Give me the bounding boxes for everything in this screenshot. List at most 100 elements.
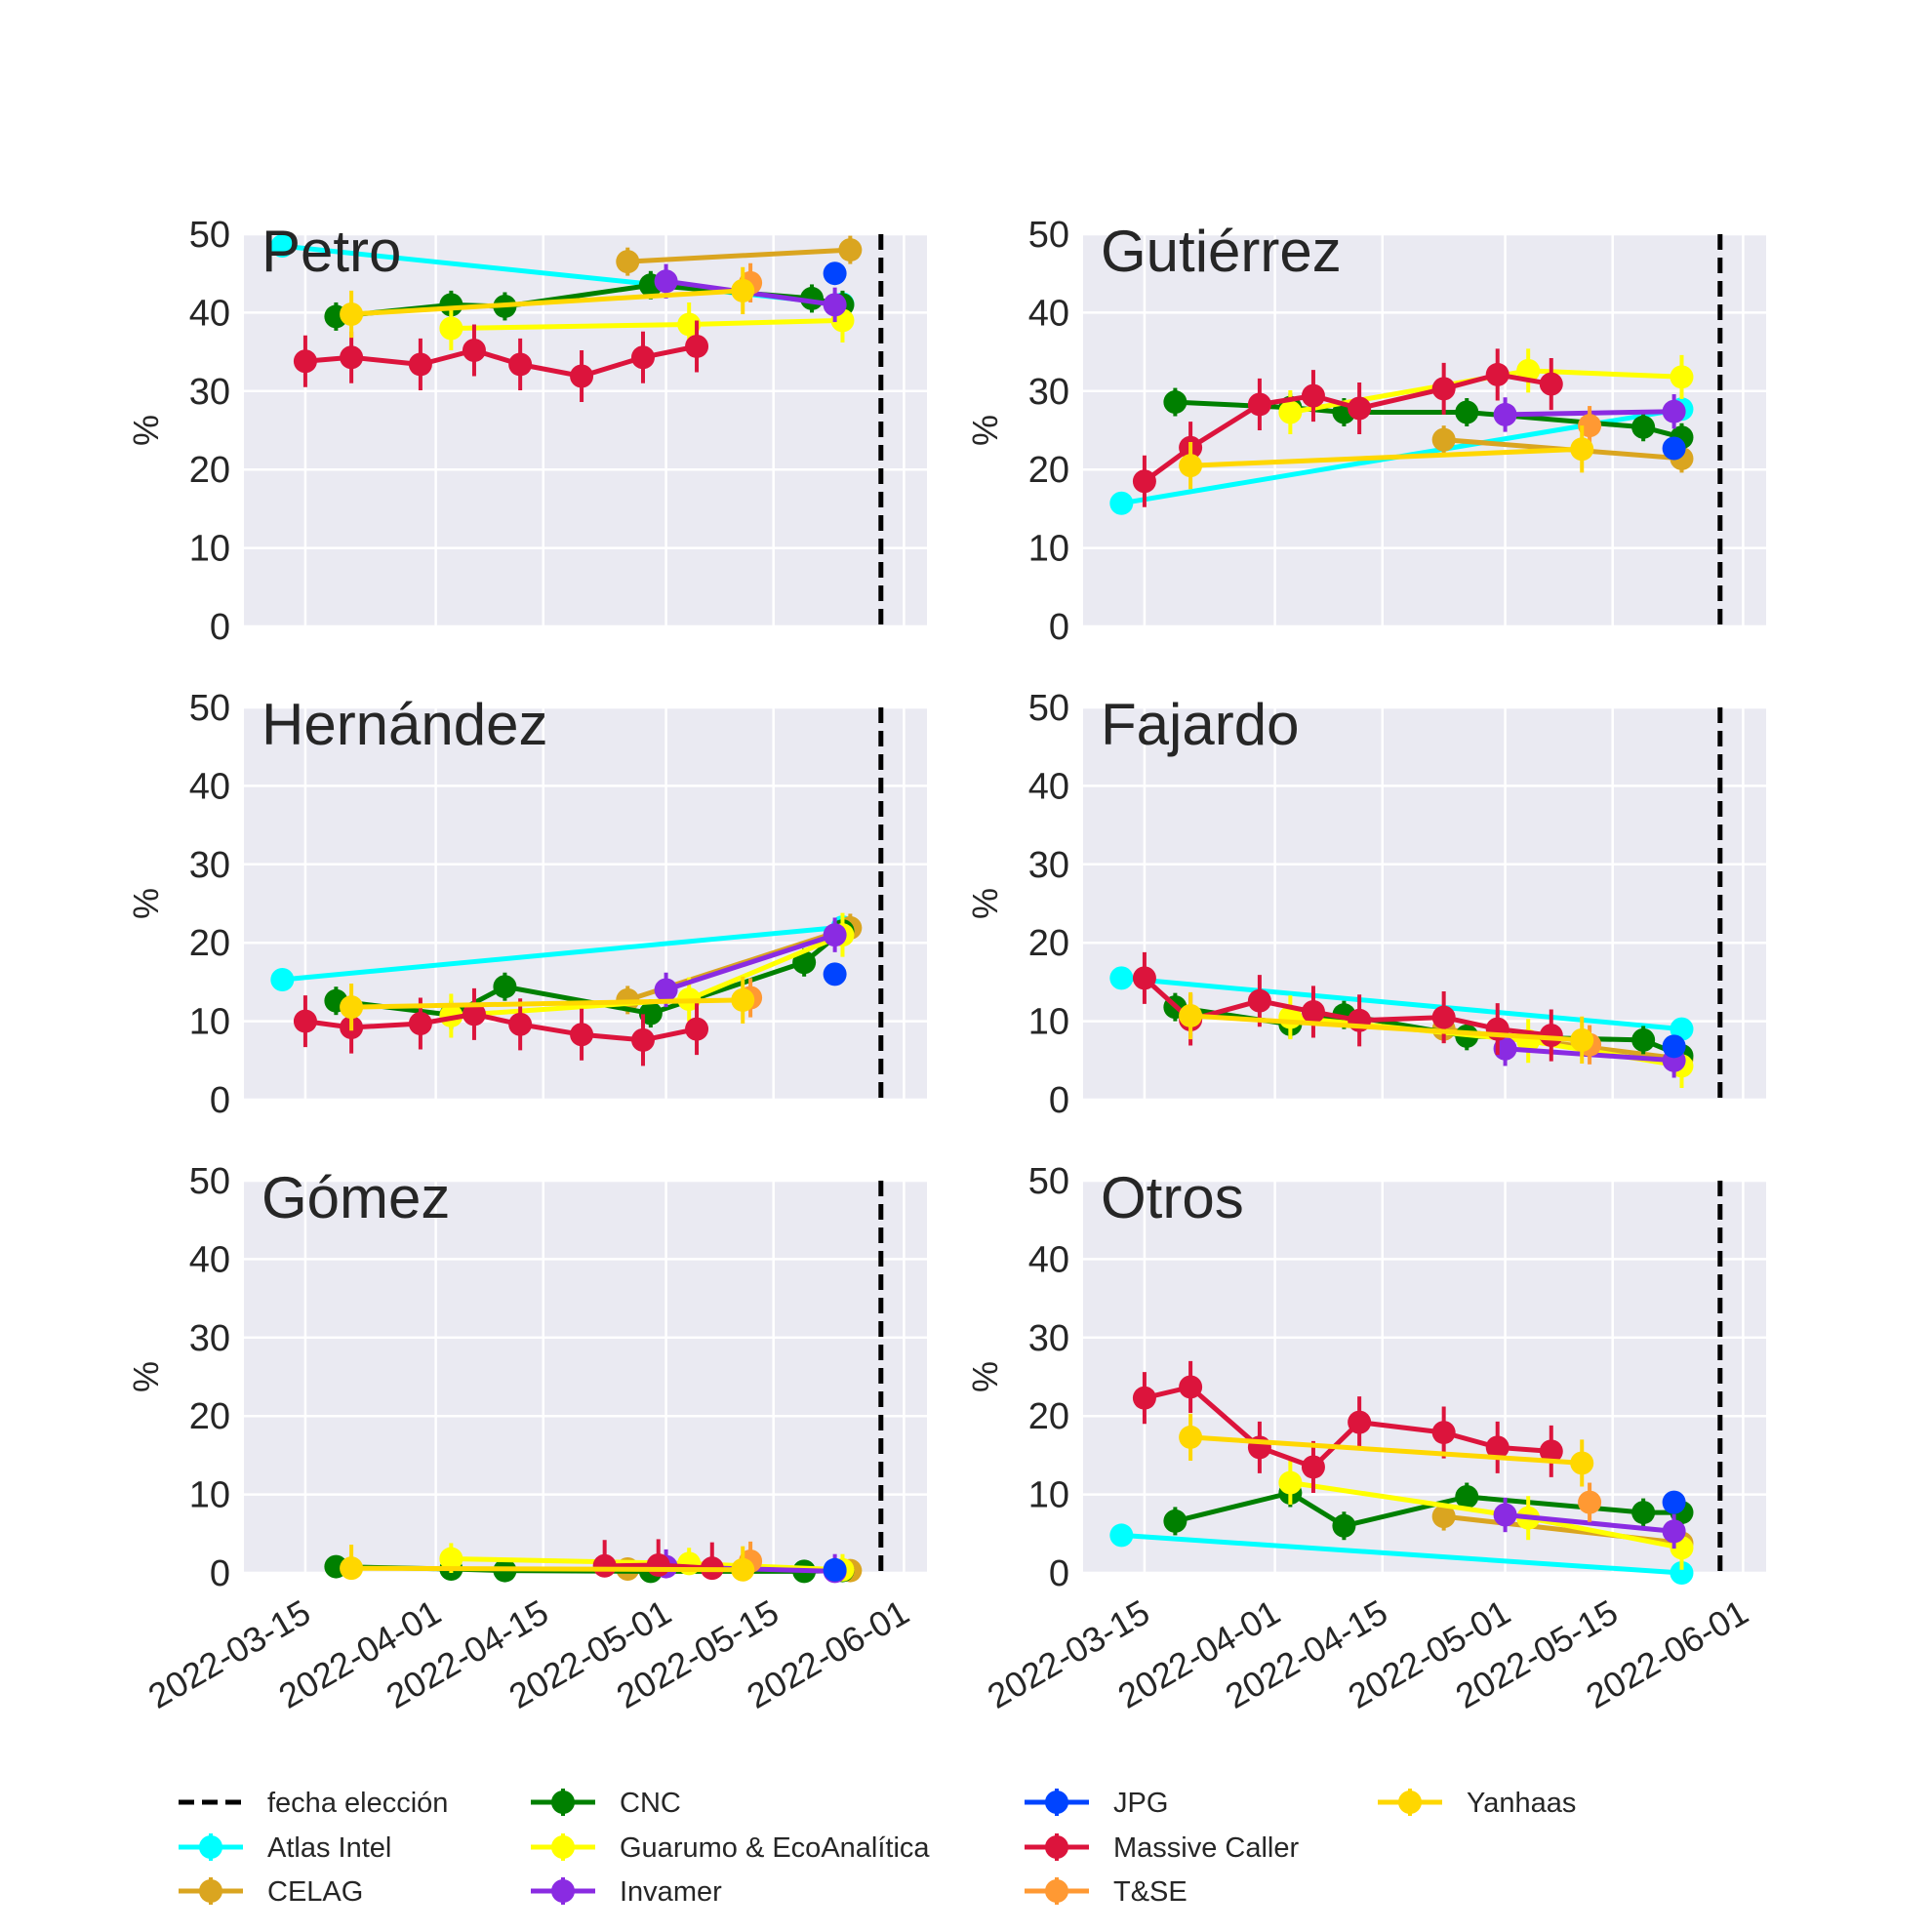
data-point bbox=[1631, 415, 1656, 439]
series-jpg bbox=[823, 962, 847, 986]
legend-swatch-marker bbox=[551, 1835, 575, 1859]
data-point bbox=[570, 364, 594, 388]
y-tick-label: 20 bbox=[189, 450, 230, 491]
data-point bbox=[1179, 1003, 1203, 1027]
data-point bbox=[1485, 1435, 1509, 1460]
data-point bbox=[1455, 400, 1479, 424]
y-tick-label: 20 bbox=[1028, 450, 1069, 491]
series-jpg bbox=[823, 262, 847, 286]
y-tick-label: 30 bbox=[189, 845, 230, 886]
data-point bbox=[340, 345, 364, 370]
legend-item-fecha-eleccion: fecha elección bbox=[179, 1788, 448, 1819]
legend-swatch-marker bbox=[1045, 1835, 1068, 1859]
data-point bbox=[685, 334, 709, 358]
panel-otros: 010203040502022-03-152022-04-012022-04-1… bbox=[965, 1161, 1766, 1716]
data-point bbox=[1431, 427, 1456, 452]
data-point bbox=[823, 962, 847, 986]
data-point bbox=[1301, 999, 1325, 1024]
data-point bbox=[1278, 1470, 1303, 1495]
data-point bbox=[508, 352, 533, 377]
series-line bbox=[1121, 975, 1682, 1032]
data-point bbox=[1163, 390, 1187, 415]
y-tick-label: 0 bbox=[210, 607, 230, 648]
legend-label: Yanhaas bbox=[1467, 1788, 1576, 1819]
series-invamer bbox=[1493, 1497, 1686, 1550]
data-point bbox=[592, 1553, 617, 1578]
y-tick-label: 0 bbox=[1049, 1553, 1069, 1594]
legend-item-celag: CELAG bbox=[179, 1876, 363, 1908]
data-point bbox=[1431, 377, 1456, 401]
legend-label: Guarumo & EcoAnalítica bbox=[620, 1832, 930, 1864]
panel-petro: 0 10 20 30 40 50% Petro bbox=[126, 215, 927, 648]
data-point bbox=[731, 278, 755, 302]
series-line bbox=[1121, 1532, 1682, 1576]
series-massive-caller bbox=[1132, 1360, 1563, 1493]
legend-swatch-marker bbox=[1045, 1791, 1068, 1814]
data-point bbox=[1348, 396, 1372, 421]
y-tick-label: 30 bbox=[189, 1318, 230, 1359]
y-tick-label: 50 bbox=[189, 1161, 230, 1202]
panel-title: Fajardo bbox=[1101, 692, 1299, 757]
data-point bbox=[340, 302, 364, 327]
data-point bbox=[1662, 1034, 1686, 1059]
data-point bbox=[1455, 1485, 1479, 1509]
panel-title: Petro bbox=[262, 219, 401, 284]
data-point bbox=[1539, 372, 1563, 396]
series-cnc bbox=[1163, 1478, 1694, 1541]
y-axis-label: % bbox=[126, 1361, 166, 1392]
legend-label: Atlas Intel bbox=[267, 1832, 391, 1864]
plot-area bbox=[1083, 707, 1766, 1100]
data-point bbox=[1539, 1024, 1563, 1048]
data-point bbox=[1109, 966, 1134, 990]
legend-swatch-marker bbox=[551, 1879, 575, 1903]
legend-item-cnc: CNC bbox=[531, 1788, 681, 1819]
y-tick-label: 30 bbox=[189, 372, 230, 413]
data-point bbox=[270, 967, 295, 991]
series-massive-caller bbox=[1132, 348, 1563, 507]
panel-title: Gómez bbox=[262, 1165, 450, 1230]
y-tick-label: 10 bbox=[189, 1002, 230, 1043]
data-point bbox=[1631, 1027, 1656, 1052]
data-point bbox=[654, 269, 678, 294]
data-point bbox=[1662, 1519, 1686, 1544]
series-jpg bbox=[1662, 436, 1686, 461]
data-point bbox=[462, 338, 486, 362]
series-line bbox=[351, 1565, 744, 1573]
data-point bbox=[1132, 1386, 1156, 1410]
series-line bbox=[1189, 446, 1583, 468]
series-atlas-intel bbox=[1109, 1523, 1694, 1585]
panel-title: Gutiérrez bbox=[1101, 219, 1342, 284]
y-tick-label: 0 bbox=[210, 1080, 230, 1121]
legend-swatch-marker bbox=[551, 1791, 575, 1814]
data-point bbox=[630, 345, 655, 370]
legend-swatch-marker bbox=[1045, 1879, 1068, 1903]
data-point bbox=[1631, 1501, 1656, 1525]
series-line bbox=[664, 932, 836, 992]
data-point bbox=[1578, 1490, 1602, 1514]
series-jpg bbox=[1662, 1034, 1686, 1059]
y-tick-label: 40 bbox=[1028, 766, 1069, 807]
data-point bbox=[1163, 1509, 1187, 1533]
data-point bbox=[439, 316, 463, 341]
data-point bbox=[1431, 1005, 1456, 1029]
y-tick-label: 20 bbox=[1028, 1396, 1069, 1437]
y-tick-label: 0 bbox=[210, 1553, 230, 1594]
y-tick-label: 20 bbox=[189, 1396, 230, 1437]
y-tick-label: 10 bbox=[1028, 1002, 1069, 1043]
data-point bbox=[1662, 1490, 1686, 1514]
data-point bbox=[570, 1023, 594, 1047]
series-yanhaas bbox=[340, 1545, 755, 1582]
series-yanhaas bbox=[340, 266, 755, 339]
y-tick-label: 20 bbox=[189, 923, 230, 964]
y-tick-label: 50 bbox=[189, 688, 230, 729]
data-point bbox=[731, 1557, 755, 1582]
data-point bbox=[630, 1027, 655, 1052]
legend: fecha elección Atlas Intel CELAG CNC Guarumo… bbox=[179, 1788, 1576, 1908]
panel-gomez: 010203040502022-03-152022-04-012022-04-1… bbox=[126, 1161, 927, 1716]
data-point bbox=[408, 352, 432, 377]
data-point bbox=[1485, 362, 1509, 386]
y-tick-label: 40 bbox=[1028, 293, 1069, 334]
y-tick-label: 0 bbox=[1049, 1080, 1069, 1121]
y-tick-label: 50 bbox=[1028, 688, 1069, 729]
